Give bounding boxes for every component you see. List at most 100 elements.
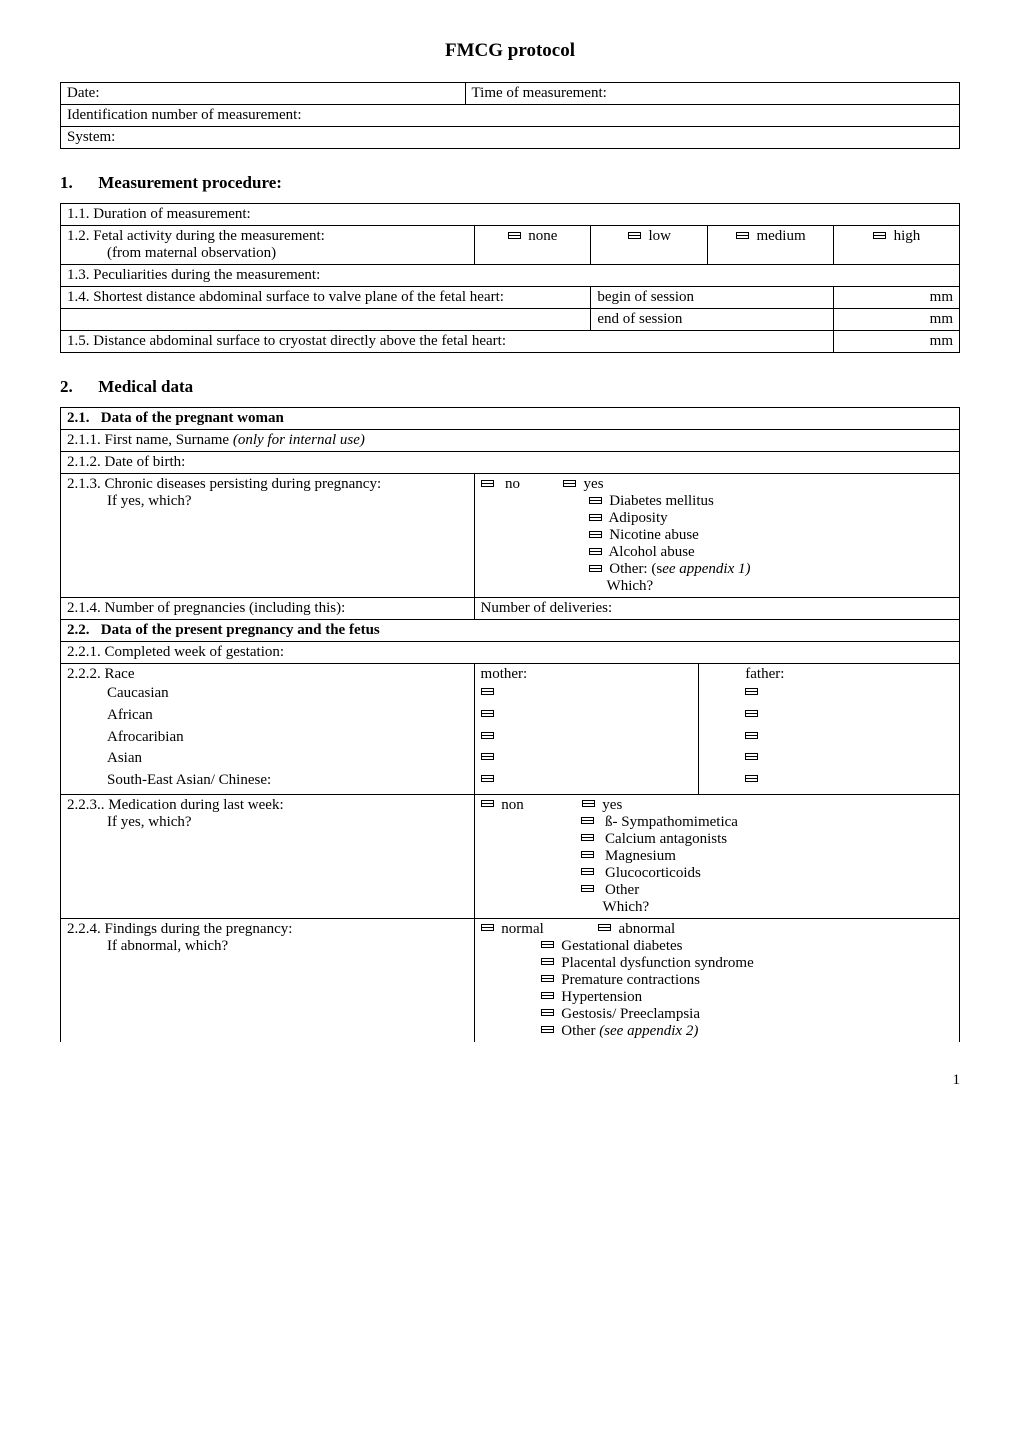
row-2-1-1: 2.1.1. First name, Surname xyxy=(67,432,233,448)
row-2-2-1: 2.2.1. Completed week of gestation: xyxy=(61,642,960,664)
checkbox-icon[interactable] xyxy=(598,921,611,937)
checkbox-icon[interactable] xyxy=(541,1006,554,1022)
checkbox-icon[interactable] xyxy=(581,814,594,830)
row-2-1-2: 2.1.2. Date of birth: xyxy=(61,452,960,474)
checkbox-icon[interactable] xyxy=(481,706,494,725)
opt-normal: normal xyxy=(501,921,544,937)
med-other: Other xyxy=(605,882,639,898)
s22-num: 2.2. xyxy=(67,622,90,638)
section1-title: Measurement procedure: xyxy=(98,173,282,192)
checkbox-icon[interactable] xyxy=(582,797,595,813)
row-2-2-4-sub: If abnormal, which? xyxy=(67,938,228,954)
checkbox-icon[interactable] xyxy=(745,684,758,703)
race-caucasian: Caucasian xyxy=(107,685,169,701)
opt-yes: yes xyxy=(584,476,604,492)
race-asian: Asian xyxy=(107,750,142,766)
checkbox-icon[interactable] xyxy=(581,865,594,881)
s22-heading: Data of the present pregnancy and the fe… xyxy=(101,622,380,638)
disease-alcohol: Alcohol abuse xyxy=(608,544,694,560)
find-gestosis: Gestosis/ Preeclampsia xyxy=(561,1006,700,1022)
system-label: System: xyxy=(67,129,115,145)
section2-table: 2.1. Data of the pregnant woman 2.1.1. F… xyxy=(60,407,960,1042)
s21-heading: Data of the pregnant woman xyxy=(101,410,284,426)
med-which: Which? xyxy=(603,899,650,915)
checkbox-icon[interactable] xyxy=(589,528,602,544)
checkbox-icon[interactable] xyxy=(481,477,494,493)
checkbox-icon[interactable] xyxy=(589,494,602,510)
checkbox-icon[interactable] xyxy=(581,882,594,898)
checkbox-icon[interactable] xyxy=(589,511,602,527)
find-premature: Premature contractions xyxy=(561,972,700,988)
checkbox-icon[interactable] xyxy=(563,477,576,493)
checkbox-icon[interactable] xyxy=(541,1023,554,1039)
row-2-2-4: 2.2.4. Findings during the pregnancy: xyxy=(67,921,292,937)
header-table: Date: Time of measurement: Identificatio… xyxy=(60,82,960,149)
mm-label: mm xyxy=(834,331,960,353)
row-1-5: 1.5. Distance abdominal surface to cryos… xyxy=(61,331,834,353)
checkbox-icon[interactable] xyxy=(481,684,494,703)
opt-low: low xyxy=(648,228,671,244)
checkbox-icon[interactable] xyxy=(541,938,554,954)
opt-no: no xyxy=(505,476,520,492)
checkbox-icon[interactable] xyxy=(589,545,602,561)
row-1-2: 1.2. Fetal activity during the measureme… xyxy=(67,228,325,244)
row-2-1-1-ital: (only for internal use) xyxy=(233,432,365,448)
checkbox-icon[interactable] xyxy=(481,921,494,937)
row-1-4: 1.4. Shortest distance abdominal surface… xyxy=(61,287,591,309)
med-calcium: Calcium antagonists xyxy=(605,831,727,847)
find-other-b: (see appendix 2) xyxy=(599,1023,698,1039)
checkbox-icon[interactable] xyxy=(745,749,758,768)
find-other-a: Other xyxy=(561,1023,599,1039)
checkbox-icon[interactable] xyxy=(541,972,554,988)
disease-other-a: Other: (s xyxy=(609,561,662,577)
section2-title: Medical data xyxy=(98,377,193,396)
checkbox-icon[interactable] xyxy=(873,229,886,245)
section1-heading: 1. Measurement procedure: xyxy=(60,173,960,193)
checkbox-icon[interactable] xyxy=(581,831,594,847)
checkbox-icon[interactable] xyxy=(628,229,641,245)
row-2-1-3-sub: If yes, which? xyxy=(67,493,192,509)
race-afrocaribian: Afrocaribian xyxy=(107,729,184,745)
row-1-2-sub: (from maternal observation) xyxy=(67,245,276,261)
checkbox-icon[interactable] xyxy=(745,728,758,747)
checkbox-icon[interactable] xyxy=(581,848,594,864)
checkbox-icon[interactable] xyxy=(745,706,758,725)
disease-other-b: ee appendix 1) xyxy=(662,561,750,577)
date-label: Date: xyxy=(67,85,99,101)
disease-nicotine: Nicotine abuse xyxy=(609,527,699,543)
checkbox-icon[interactable] xyxy=(508,229,521,245)
med-gluco: Glucocorticoids xyxy=(605,865,701,881)
opt-yes: yes xyxy=(602,797,622,813)
opt-abnormal: abnormal xyxy=(619,921,676,937)
mm-label: mm xyxy=(834,309,960,331)
page-title: FMCG protocol xyxy=(60,40,960,62)
end-label: end of session xyxy=(591,309,834,331)
checkbox-icon[interactable] xyxy=(481,749,494,768)
checkbox-icon[interactable] xyxy=(541,955,554,971)
checkbox-icon[interactable] xyxy=(481,728,494,747)
find-hypertension: Hypertension xyxy=(561,989,642,1005)
checkbox-icon[interactable] xyxy=(589,562,602,578)
checkbox-icon[interactable] xyxy=(745,771,758,790)
mother-label: mother: xyxy=(481,666,528,682)
checkbox-icon[interactable] xyxy=(736,229,749,245)
checkbox-icon[interactable] xyxy=(481,797,494,813)
find-placental: Placental dysfunction syndrome xyxy=(561,955,753,971)
med-sympatho: ß- Sympathomimetica xyxy=(605,814,738,830)
checkbox-icon[interactable] xyxy=(481,771,494,790)
ident-label: Identification number of measurement: xyxy=(67,107,302,123)
checkbox-icon[interactable] xyxy=(541,989,554,1005)
row-2-1-4b: Number of deliveries: xyxy=(474,598,959,620)
section2-heading: 2. Medical data xyxy=(60,377,960,397)
opt-high: high xyxy=(894,228,921,244)
section1-table: 1.1. Duration of measurement: 1.2. Fetal… xyxy=(60,203,960,353)
row-2-1-4: 2.1.4. Number of pregnancies (including … xyxy=(61,598,475,620)
begin-label: begin of session xyxy=(591,287,834,309)
disease-adiposity: Adiposity xyxy=(608,510,667,526)
opt-medium: medium xyxy=(756,228,805,244)
s21-num: 2.1. xyxy=(67,410,90,426)
row-2-2-3: 2.2.3.. Medication during last week: xyxy=(67,797,284,813)
row-2-2-2: 2.2.2. Race xyxy=(67,666,134,682)
opt-none: none xyxy=(528,228,557,244)
father-label: father: xyxy=(745,666,784,682)
